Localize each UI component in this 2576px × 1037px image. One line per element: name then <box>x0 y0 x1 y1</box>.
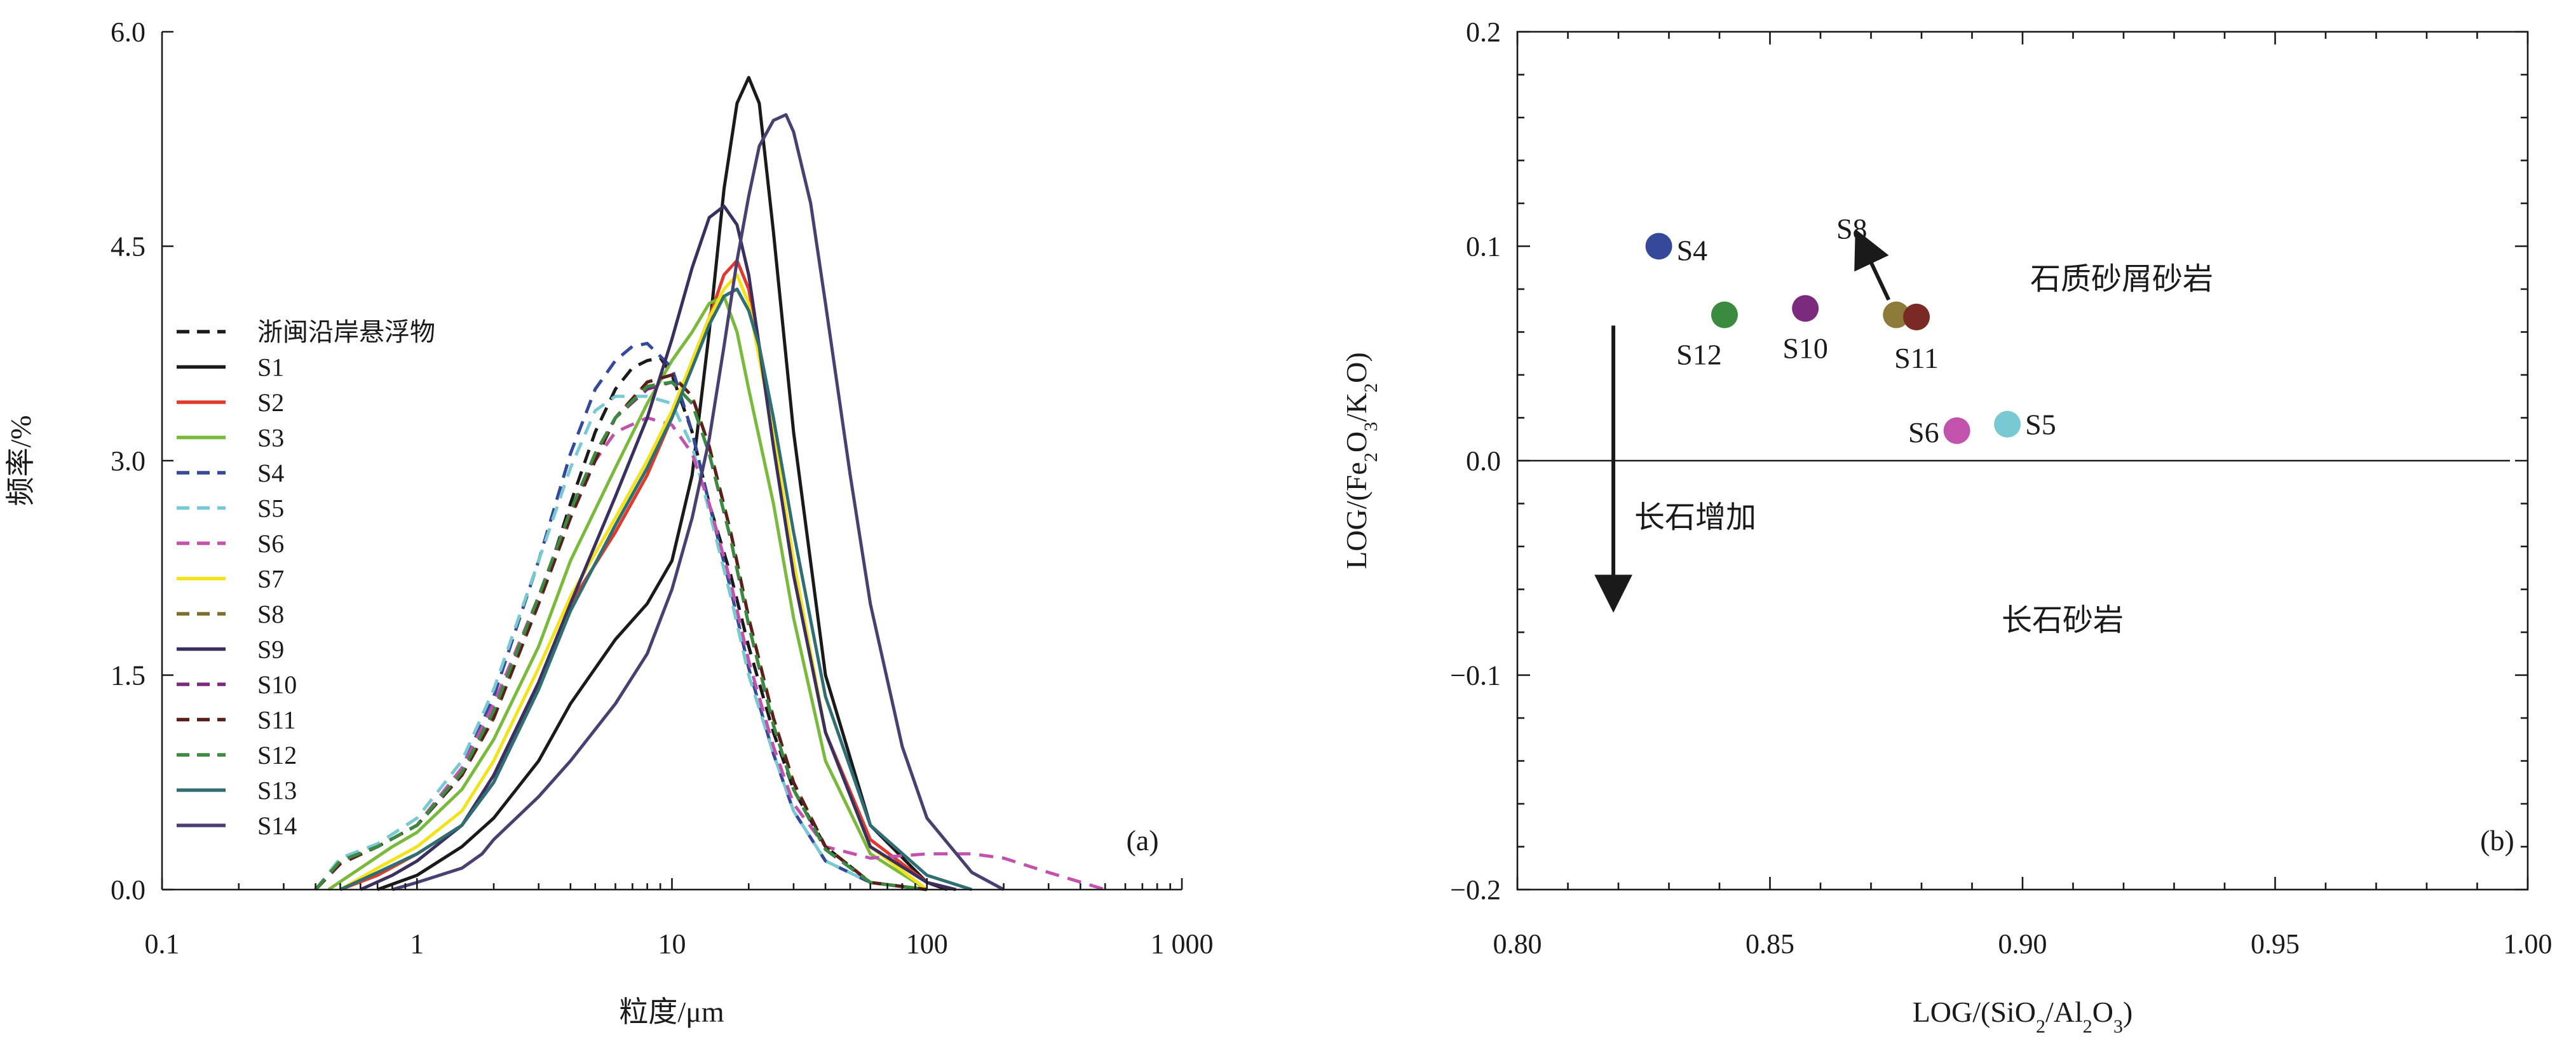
panel-a-y-axis-title: 频率/% <box>4 415 37 506</box>
legend-label-s10: S10 <box>257 670 297 699</box>
panel-b-y-tick-label: −0.2 <box>1450 874 1501 905</box>
panel-b-y-tick-label: 0.1 <box>1466 231 1501 262</box>
scatter-label-s4: S4 <box>1677 234 1708 267</box>
legend-label-s1: S1 <box>257 353 284 382</box>
legend-label-s8: S8 <box>257 600 284 628</box>
panel-a-x-tick-label: 0.1 <box>145 928 180 959</box>
legend-label-s9: S9 <box>257 635 284 664</box>
scatter-label-s11: S11 <box>1894 342 1939 374</box>
panel-a-y-tick-label: 3.0 <box>111 445 146 477</box>
scatter-label-s5: S5 <box>2025 409 2056 441</box>
legend-label-s12: S12 <box>257 741 297 769</box>
panel-b-ticks: 0.80 0.85 0.90 0.95 1.00 −0.2 −0.1 0.0 0.1 0.2 <box>1450 17 2552 959</box>
panel-b-x-tick-label: 0.90 <box>1998 928 2047 959</box>
series-line-s6 <box>314 416 1106 891</box>
panel-b-y-tick-label: 0.2 <box>1466 17 1501 48</box>
series-line-s5 <box>314 395 928 891</box>
panel-a-y-tick-label: 1.5 <box>111 660 146 691</box>
series-line-s7 <box>339 273 928 891</box>
scatter-label-s10: S10 <box>1782 332 1828 364</box>
panel-a-label: (a) <box>1126 824 1158 857</box>
series-line-s4 <box>314 342 928 891</box>
scatter-label-s12: S12 <box>1676 339 1722 371</box>
panel-b-arrow-label: 长石增加 <box>1634 501 1756 534</box>
series-line-suspended-matter <box>314 356 928 891</box>
legend-label-suspended-matter: 浙闽沿岸悬浮物 <box>257 318 435 346</box>
scatter-point-s10 <box>1792 295 1819 322</box>
scatter-label-s8: S8 <box>1836 213 1868 245</box>
panel-b-s8-arrow <box>1854 229 1891 301</box>
scatter-point-s6 <box>1943 417 1970 444</box>
panel-a-x-tick-label: 1 000 <box>1151 928 1214 959</box>
panel-b-y-axis-title: LOG/(Fe2O3/K2O) <box>1340 352 1381 569</box>
legend-label-s3: S3 <box>257 424 284 452</box>
legend-label-s2: S2 <box>257 388 284 417</box>
series-line-s13 <box>339 287 973 891</box>
legend-label-s6: S6 <box>257 529 284 558</box>
panel-b-x-tick-label: 0.85 <box>1746 928 1794 959</box>
legend-label-s14: S14 <box>257 811 297 840</box>
scatter-point-s5 <box>1994 410 2021 438</box>
series-line-s2 <box>339 259 957 891</box>
panel-a-x-tick-label: 10 <box>658 928 686 959</box>
panel-a-y-tick-label: 4.5 <box>111 231 146 262</box>
panel-b-points: S4 S12 S10 S8 S11 S6 S5 <box>1645 213 2056 449</box>
panel-a-legend: 浙闽沿岸悬浮物 S1 S2 S3 S4 S5 S6 S7 S8 S9 S10 S11 S12 S13 S14 <box>177 318 435 840</box>
scatter-label-s6: S6 <box>1908 416 1939 449</box>
legend-label-s11: S11 <box>257 706 296 735</box>
panel-a-y-tick-label: 6.0 <box>111 17 146 48</box>
panel-b-label: (b) <box>2480 824 2514 857</box>
legend-label-s13: S13 <box>257 776 297 805</box>
series-line-s12 <box>314 380 928 891</box>
legend-label-s5: S5 <box>257 494 284 523</box>
legend-label-s7: S7 <box>257 565 284 593</box>
panel-b-region-arkose: 长石砂岩 <box>2002 604 2124 637</box>
panel-a-x-axis-title: 粒度/μm <box>619 996 724 1028</box>
series-line-s1 <box>377 76 948 891</box>
panel-a-series-group <box>314 76 1106 891</box>
scatter-point-s4 <box>1645 233 1672 260</box>
scatter-point-s11 <box>1903 303 1930 330</box>
panel-a-y-tick-label: 0.0 <box>111 874 146 905</box>
panel-b-x-axis-title: LOG/(SiO2/Al2O3) <box>1913 996 2133 1037</box>
panel-b-x-tick-label: 0.95 <box>2251 928 2300 959</box>
series-line-s14 <box>391 113 1005 891</box>
panel-b-x-tick-label: 0.80 <box>1493 928 1542 959</box>
series-line-s3 <box>327 294 928 891</box>
panel-a-x-tick-label: 100 <box>906 928 948 959</box>
panel-b-scatter-chart: 0.80 0.85 0.90 0.95 1.00 −0.2 −0.1 0.0 0.1 0.2 长石… <box>1340 17 2552 1037</box>
scatter-point-s8 <box>1883 301 1910 329</box>
panel-a-ticks: 0.1 1 10 100 1 000 0.0 1.5 3.0 4.5 6.0 <box>111 17 1214 959</box>
series-line-s9 <box>360 205 957 891</box>
scatter-point-s12 <box>1711 301 1738 329</box>
panel-b-y-tick-label: −0.1 <box>1450 660 1501 691</box>
panel-a-x-tick-label: 1 <box>410 928 424 959</box>
panel-a-line-chart: 浙闽沿岸悬浮物 S1 S2 S3 S4 S5 S6 S7 S8 S9 S10 S11 S12 S13 S14… <box>4 17 1214 1028</box>
legend-label-s4: S4 <box>257 459 284 487</box>
panel-b-y-tick-label: 0.0 <box>1466 445 1501 477</box>
panel-b-region-lithic-sandstone: 石质砂屑砂岩 <box>2030 262 2213 296</box>
panel-b-x-tick-label: 1.00 <box>2504 928 2552 959</box>
